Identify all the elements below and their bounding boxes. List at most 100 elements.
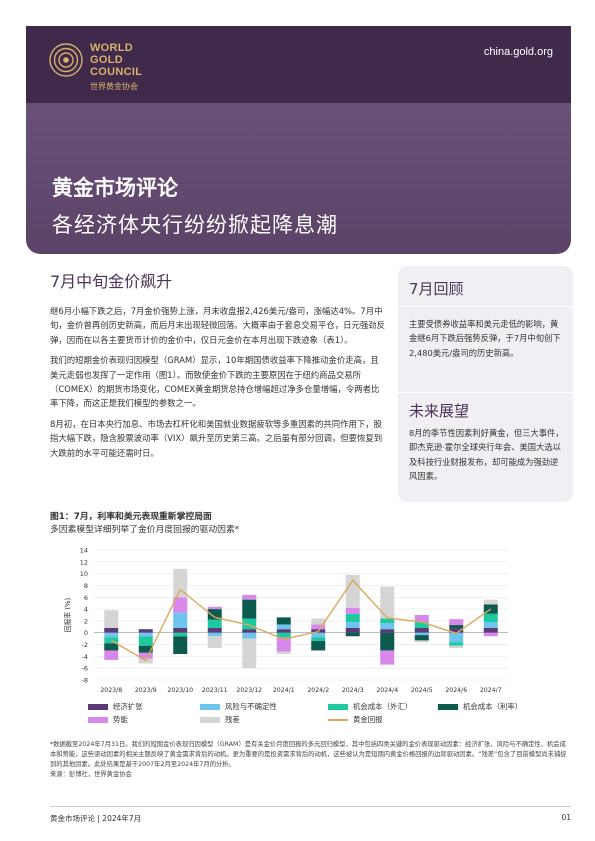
logo-text-world: WORLD	[90, 42, 134, 54]
legend-item: 机会成本（外汇）	[328, 701, 412, 712]
legend-swatch	[88, 717, 108, 723]
legend-swatch	[438, 704, 458, 710]
bar-segment	[138, 652, 153, 659]
bar-segment	[173, 612, 188, 628]
main-column: 7月中旬金价飙升 继6月小幅下跌之后，7月金价强势上涨，月末收盘报2,426美元…	[50, 268, 385, 466]
bar-segment	[242, 629, 257, 633]
y-tick-label: 4	[84, 606, 88, 614]
figure-subtitle: 多因素模型详细列举了金价月度回报的驱动因素*	[50, 525, 240, 535]
bar-segment	[207, 609, 222, 620]
bar-segment	[311, 632, 326, 638]
bar-segment	[173, 568, 188, 598]
bar-segment	[276, 632, 291, 638]
bar-segment	[414, 632, 429, 636]
y-tick-label: 14	[80, 547, 88, 555]
bar-segment	[380, 629, 395, 633]
section-heading: 7月中旬金价飙升	[50, 272, 173, 291]
bar-segment	[276, 651, 291, 654]
bar-segment	[380, 632, 395, 651]
site-link[interactable]: china.gold.org	[483, 46, 553, 58]
wgc-rings-icon	[49, 43, 83, 77]
bar-segment	[104, 650, 119, 660]
x-tick-label: 2023/11	[202, 687, 228, 694]
bar-segment	[345, 632, 360, 637]
bar-segment	[276, 624, 291, 630]
bar-segment	[104, 610, 119, 628]
legend-item: 风险与不确定性	[200, 701, 277, 712]
legend-item: 经济扩张	[88, 701, 143, 712]
bar-segment	[345, 622, 360, 628]
bar-segment	[380, 618, 395, 624]
legend-label: 残差	[225, 715, 240, 724]
x-tick-label: 2023/8	[100, 687, 122, 694]
bar-segment	[276, 629, 291, 633]
sidebar-text-outlook: 8月的季节性因素利好黄金，但三大事件，即杰克逊·霍尔全球央行年会、美国大选以及科…	[409, 428, 564, 482]
report-title: 黄金市场评论	[52, 176, 178, 200]
legend-label: 经济扩张	[113, 702, 143, 711]
logo-text-council: COUNCIL	[90, 66, 143, 78]
legend-label: 黄金回报	[353, 715, 383, 724]
bar-segment	[276, 637, 291, 652]
bar-segment	[242, 638, 257, 669]
bar-segment	[483, 628, 498, 633]
bar-segment	[311, 624, 326, 630]
bar-segment	[414, 640, 429, 643]
bar-segment	[414, 615, 429, 623]
notes-text: *数据截至2024年7月31日。我们的短期金价表现归因模型（GRAM）是有关金价…	[50, 741, 567, 768]
bar-segment	[449, 632, 464, 643]
bar-segment	[311, 641, 326, 651]
bar-segment	[207, 619, 222, 628]
y-tick-label: 8	[84, 582, 88, 590]
legend-swatch	[88, 704, 108, 710]
bar-segment	[311, 618, 326, 625]
bar-segment	[207, 606, 222, 610]
sidebar-text-review: 主要受债券收益率和美元走低的影响，黄金继6月下跌后强势反弹，于7月中旬创下2,4…	[409, 319, 561, 358]
legend-item: 势能	[88, 714, 128, 725]
wgc-logo: WORLD GOLD COUNCIL 世界黄金协会	[48, 40, 208, 100]
y-tick-label: -8	[82, 677, 88, 685]
sidebar-heading-review: 7月回顾	[409, 280, 464, 298]
bar-segment	[242, 618, 257, 630]
y-tick-label: 2	[84, 617, 88, 625]
bar-segment	[242, 599, 257, 619]
x-tick-label: 2024/3	[342, 687, 364, 694]
y-tick-label: 12	[80, 558, 88, 566]
figure-notes: *数据截至2024年7月31日。我们的短期金价表现归因模型（GRAM）是有关金价…	[50, 740, 570, 780]
x-tick-label: 2024/4	[376, 687, 398, 694]
bar-segment	[449, 619, 464, 626]
bar-segment	[483, 599, 498, 605]
bar-segment	[173, 597, 188, 613]
bar-segment	[104, 643, 119, 651]
bar-segment	[449, 645, 464, 649]
paragraph-3: 8月初，在日本央行加息、市场去杠杆化和美国就业数据疲软等多重因素的共同作用下，股…	[50, 418, 383, 458]
y-axis-label: 回报率 (%)	[63, 598, 72, 633]
bar-segment	[345, 607, 360, 614]
bar-segment	[380, 623, 395, 630]
bar-segment	[173, 628, 188, 633]
y-tick-label: 10	[80, 570, 88, 578]
x-tick-label: 2024/1	[273, 687, 295, 694]
legend-swatch	[328, 719, 348, 721]
y-tick-label: -6	[82, 665, 88, 673]
legend-swatch	[200, 704, 220, 710]
figure-title: 图1：7月，利率和美元表现重新掌控局面	[50, 512, 212, 522]
bar-segment	[138, 632, 153, 637]
x-tick-label: 2023/10	[167, 687, 193, 694]
y-tick-label: 0	[84, 629, 88, 637]
bar-segment	[414, 628, 429, 633]
legend-item: 机会成本（利率）	[438, 701, 522, 712]
bar-segment	[345, 628, 360, 633]
bar-segment	[242, 632, 257, 639]
footer-title: 黄金市场评论 | 2024年7月	[50, 814, 142, 823]
page-number: 01	[561, 813, 571, 822]
sidebar-heading-outlook: 未来展望	[409, 402, 470, 420]
gold-return-attribution-chart: -8 -6 -4 -2 0 2 4 6 8 10 12 14 回报率 (%) 2023/8 2023/9 20…	[63, 547, 508, 694]
bar-segment	[138, 636, 153, 646]
bar-segment	[173, 632, 188, 637]
x-tick-label: 2023/12	[236, 687, 262, 694]
legend-swatch	[200, 717, 220, 723]
bar-segment	[242, 594, 257, 600]
bar-segment	[207, 628, 222, 633]
legend-label: 机会成本（外汇）	[353, 702, 413, 711]
legend-swatch	[328, 704, 348, 710]
